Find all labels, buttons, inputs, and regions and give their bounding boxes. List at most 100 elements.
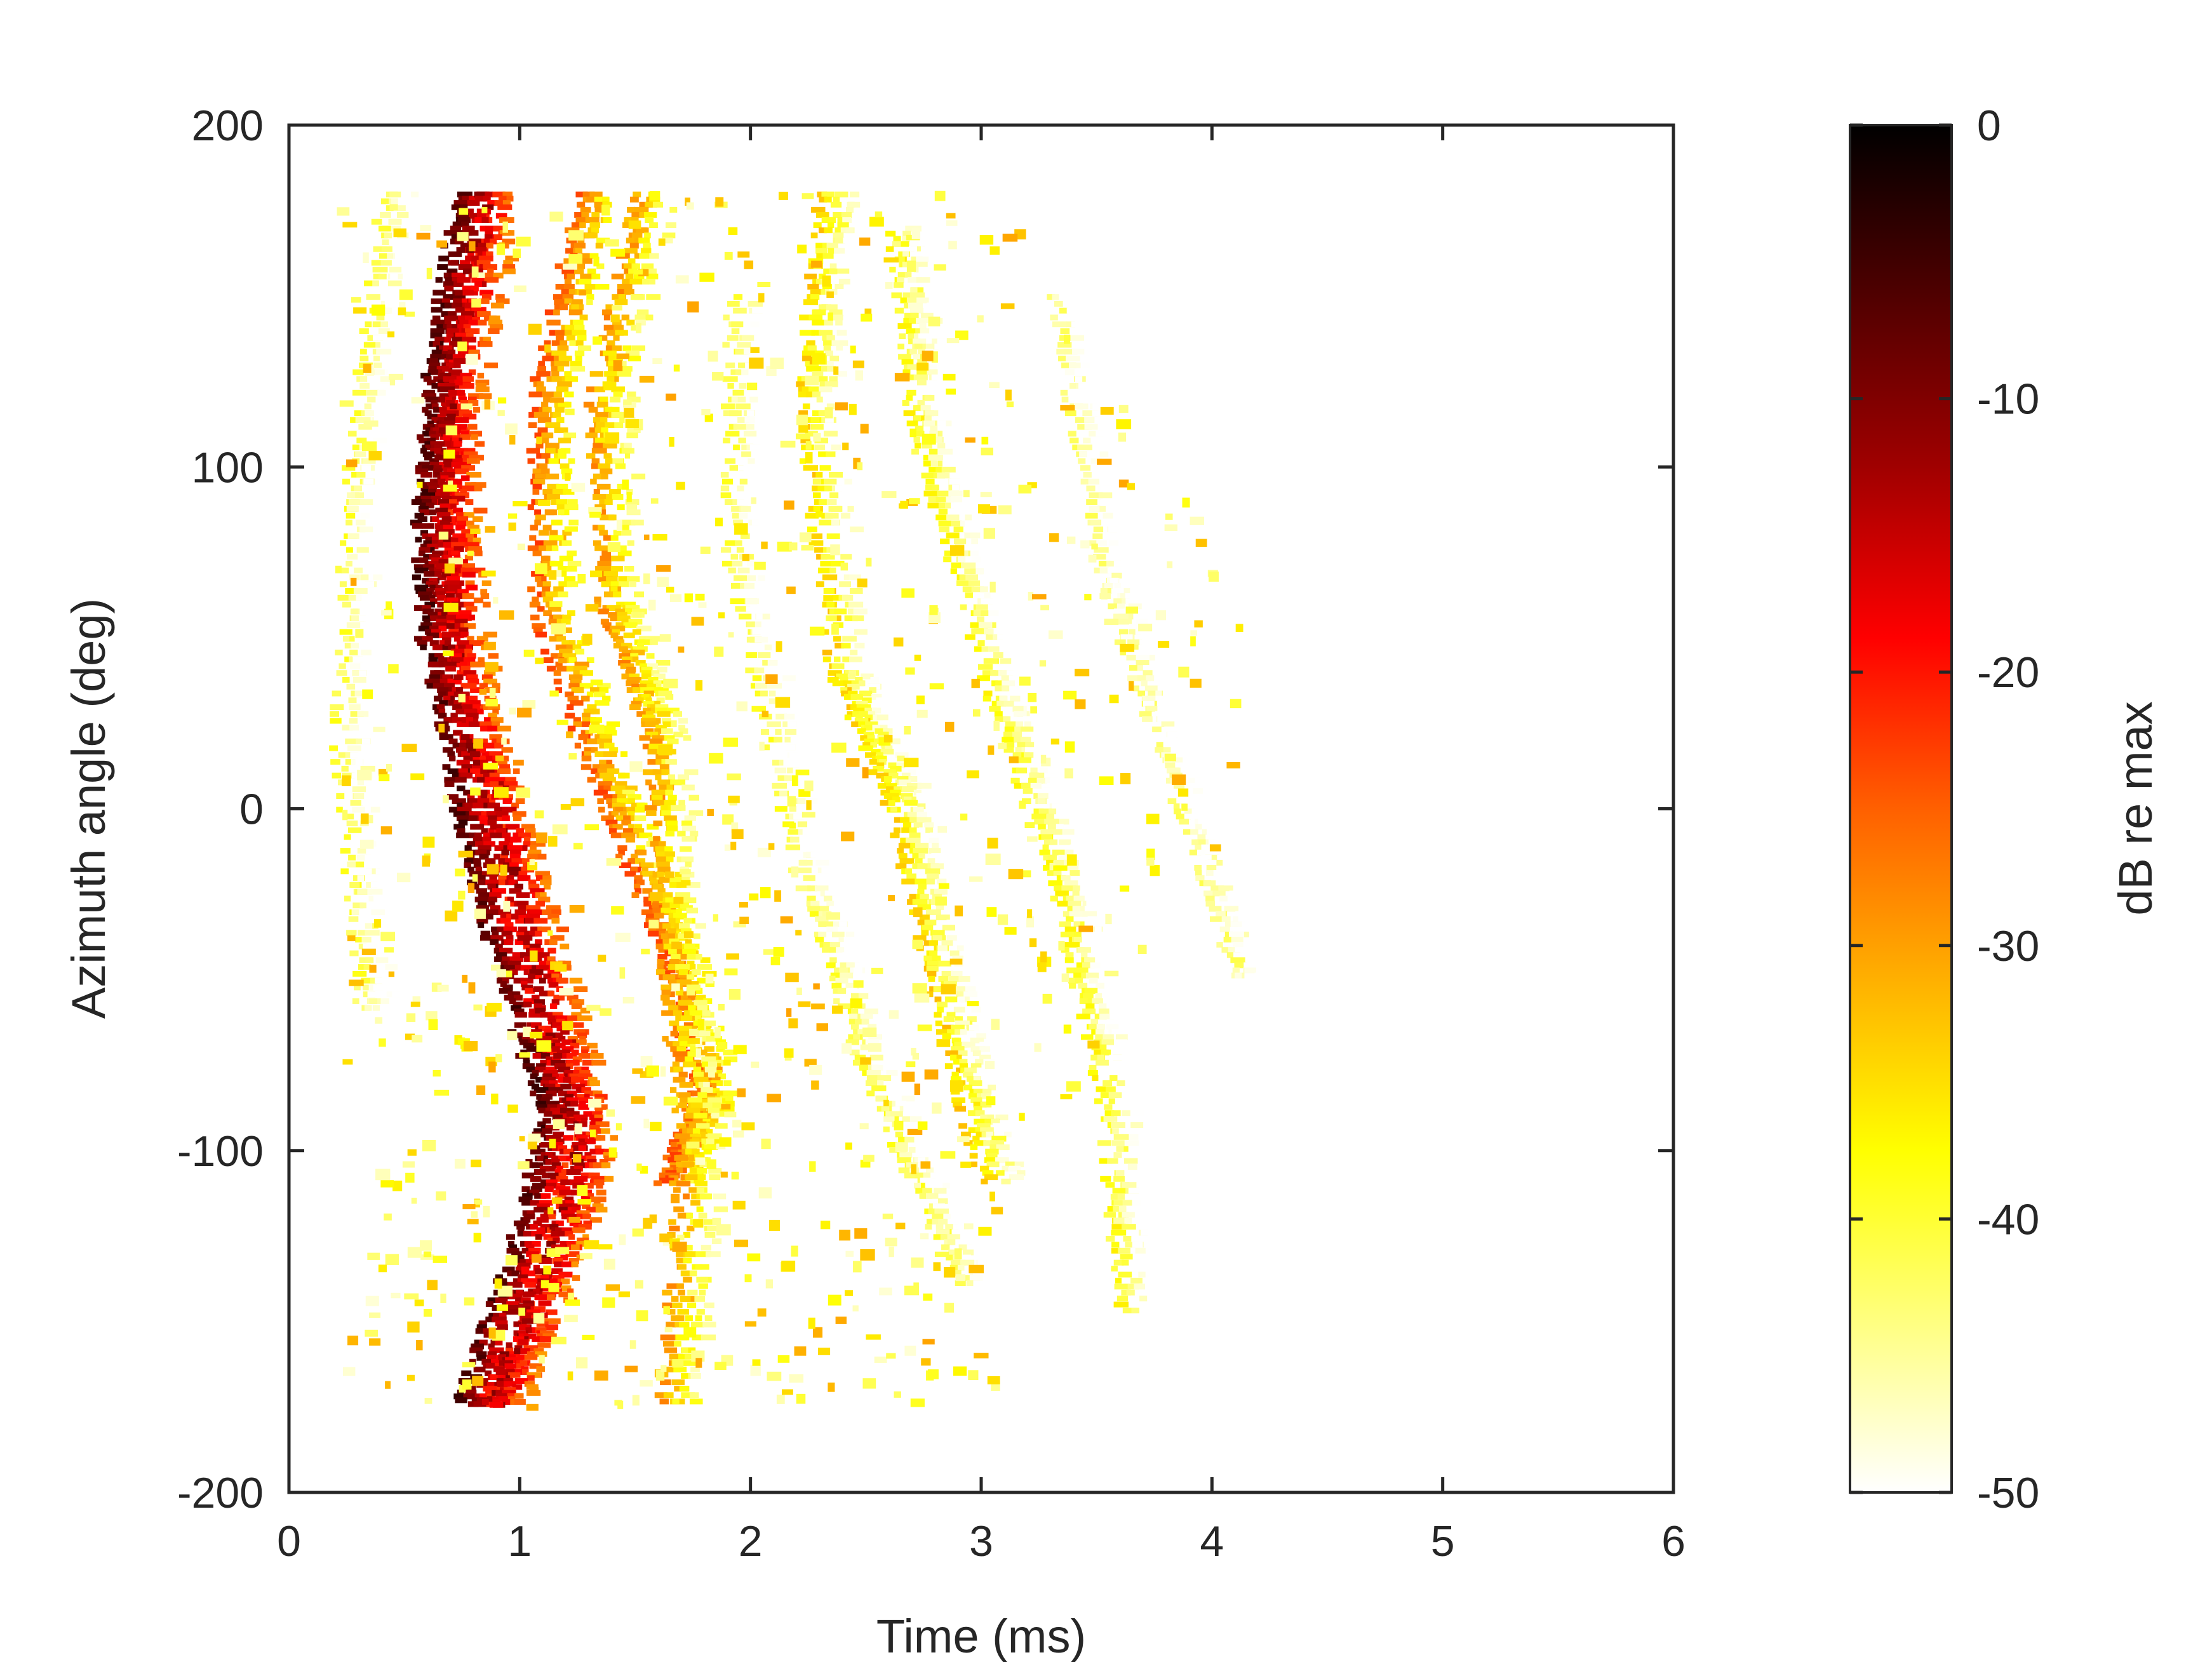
heat-cell [622,366,633,372]
heat-cell [463,789,472,796]
heat-cell [424,678,434,685]
heat-cell [855,700,868,707]
heat-cell [687,1302,697,1308]
heat-cell [664,1347,678,1353]
heat-cell [698,1283,708,1289]
heat-cell [907,364,918,370]
heat-cell [812,478,822,485]
heat-cell [928,940,938,946]
heat-cell [965,574,979,580]
heat-cell [859,680,866,687]
heat-cell [1000,658,1012,664]
heat-cell [959,1059,968,1065]
heat-cell [659,1398,669,1405]
heat-cell [858,745,873,751]
heat-cell [445,372,452,379]
heat-cell [617,845,627,852]
heat-cell [913,807,924,813]
heat-cell [466,713,479,719]
heat-cell [535,1101,549,1107]
heat-cell [485,755,493,761]
heat-cell [915,443,922,449]
heat-cell [976,1067,988,1073]
heat-cell [657,888,666,894]
heat-cell [696,1277,708,1283]
heat-cell [634,206,649,213]
heat-cell [645,728,654,734]
heat-cell [1064,880,1078,887]
heat-cell [706,1032,718,1038]
heat-cell [963,526,973,533]
heat-cell [954,1029,964,1035]
heat-cell [629,581,637,587]
heat-cell [663,1392,674,1398]
heat-cell [801,386,811,392]
heat-cell [479,935,495,941]
heat-cell [599,396,608,403]
heat-cell [518,1333,528,1339]
heat-cell [995,1114,1009,1120]
heat-cell [509,871,522,877]
heat-cell [669,909,679,915]
heat-cell [570,700,584,706]
heat-cell [586,294,594,300]
heat-cell [467,674,478,680]
heat-cell [627,798,635,805]
heat-cell [1081,972,1090,979]
heat-cell [1056,349,1066,355]
heat-cell [500,854,508,860]
heat-cell [666,856,674,862]
heat-cell [934,460,943,467]
heat-cell [819,381,830,387]
heat-cell [982,1089,992,1095]
heat-cell [540,1097,550,1104]
heat-cell [971,556,981,563]
heat-cell [711,1113,720,1119]
heat-cell [481,828,488,834]
heat-cell [549,1318,561,1324]
heat-cell [626,488,633,495]
heat-cell [470,883,479,890]
heat-cell [429,615,441,622]
heat-cell [824,196,832,203]
heat-cell [461,1370,472,1376]
heat-cell [476,1324,487,1330]
heat-cell [443,683,455,689]
heat-cell [553,670,561,676]
heat-cell [530,1090,537,1097]
heat-cell [835,451,843,457]
heat-cell [474,550,483,556]
heat-cell [435,525,446,531]
heat-cell [511,1255,525,1261]
heat-cell [534,509,541,516]
heat-cell [613,391,623,398]
heat-cell [1068,901,1082,907]
heat-cell [542,1118,551,1124]
heat-cell [429,594,436,601]
heat-cell [451,648,466,655]
heat-cell [1097,1140,1111,1146]
heat-cell [557,381,572,387]
heat-cell [505,1347,514,1353]
heat-cell [810,424,824,430]
heat-cell [909,292,925,298]
heat-cell [477,777,489,783]
heat-cell [935,1020,942,1026]
heat-cell [581,1131,589,1137]
heat-cell [548,619,561,625]
heat-cell [629,196,639,203]
heat-cell [1096,1086,1109,1092]
heat-cell [955,1046,965,1052]
heat-cell [488,653,499,659]
heat-cell [524,1241,539,1247]
heat-cell [707,1097,723,1104]
heat-cell [481,1399,489,1405]
heat-cell [647,930,662,937]
heat-cell [513,1002,526,1008]
heat-cell [915,858,923,864]
heat-cell [600,417,608,423]
heat-cell [602,309,613,316]
heat-cell [417,478,425,485]
heat-cell [610,626,626,632]
heat-cell [698,1082,706,1088]
